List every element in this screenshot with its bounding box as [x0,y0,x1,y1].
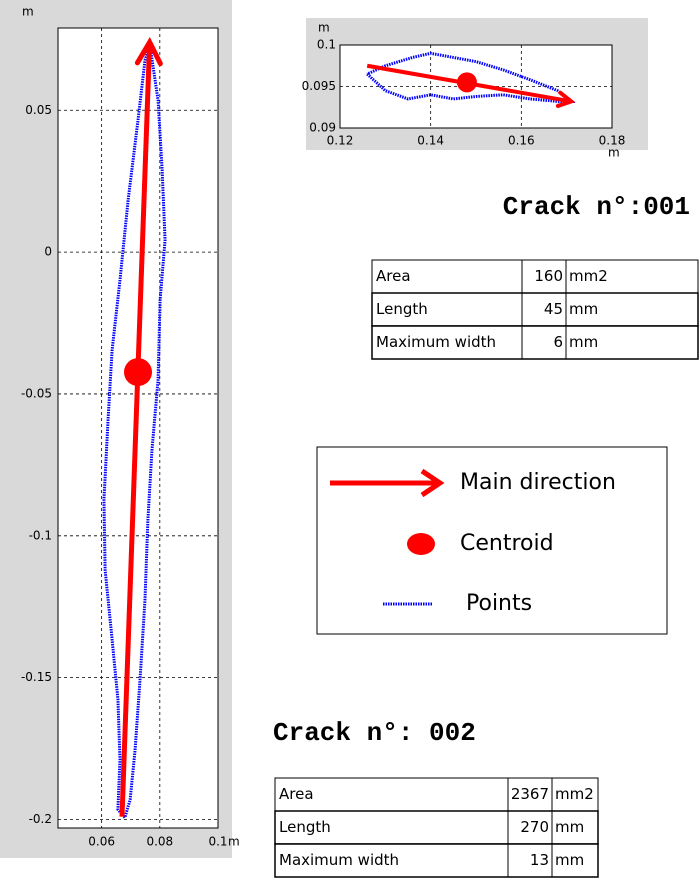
table-row [371,292,699,327]
x-tick-label: 0.12 [327,134,354,148]
table-cell: Area [376,267,411,285]
crack-title: Crack n°: 002 [273,718,476,748]
x-tick-label: 0.14 [417,134,444,148]
x-tick-label: 0.18 [599,134,626,148]
table-cell: mm2 [555,785,594,803]
legend-centroid [407,533,435,555]
table-row [274,810,599,845]
legend-box [316,446,668,635]
table-cell: Maximum width [279,851,399,869]
y-tick-label: -0.2 [29,812,52,826]
centroid [124,358,152,387]
y-tick-label: -0.05 [21,386,52,400]
legend-label: Main direction [460,470,616,495]
x-tick-label: 0.1 [208,835,227,849]
x-tick-label: 0.08 [146,835,173,849]
main-direction-head [134,36,163,67]
table-cell: 13 [530,851,549,869]
y-tick-label: 0.095 [302,79,336,93]
y-tick-label: -0.15 [21,670,52,684]
table-cell: 270 [520,818,549,836]
legend-arrow-head [420,468,445,498]
table-cell: mm [555,851,584,869]
main-direction-head [555,90,576,108]
table-cell: mm2 [569,267,608,285]
table-cell: 45 [544,300,563,318]
table-row [371,325,699,360]
centroid [456,72,477,93]
table-cell: mm [569,300,598,318]
y-axis-label: m [318,21,330,35]
table-cell: Length [376,300,428,318]
y-tick-label: 0.05 [25,103,52,117]
y-tick-label: -0.1 [29,528,52,542]
x-tick-label: 0.16 [508,134,535,148]
x-axis-label: m [228,835,240,849]
table-cell: Length [279,818,331,836]
table-cell: 6 [553,333,563,351]
x-axis-label: m [608,146,620,160]
table-row [274,777,599,812]
table-cell: 2367 [511,785,549,803]
table-row [274,843,599,878]
y-tick-label: 0.09 [309,121,336,135]
x-tick-label: 0.06 [88,835,115,849]
main-direction [119,42,153,817]
table-cell: 160 [534,267,563,285]
y-axis-label: m [22,5,34,19]
legend-label: Centroid [460,531,554,556]
table-cell: mm [555,818,584,836]
crack-title: Crack n°:001 [503,192,690,222]
y-tick-label: 0 [44,245,52,259]
table-cell: mm [569,333,598,351]
table-cell: Maximum width [376,333,496,351]
table-cell: Area [279,785,314,803]
legend-label: Points [466,591,532,616]
table-row [371,259,699,294]
y-tick-label: 0.1 [317,38,336,52]
